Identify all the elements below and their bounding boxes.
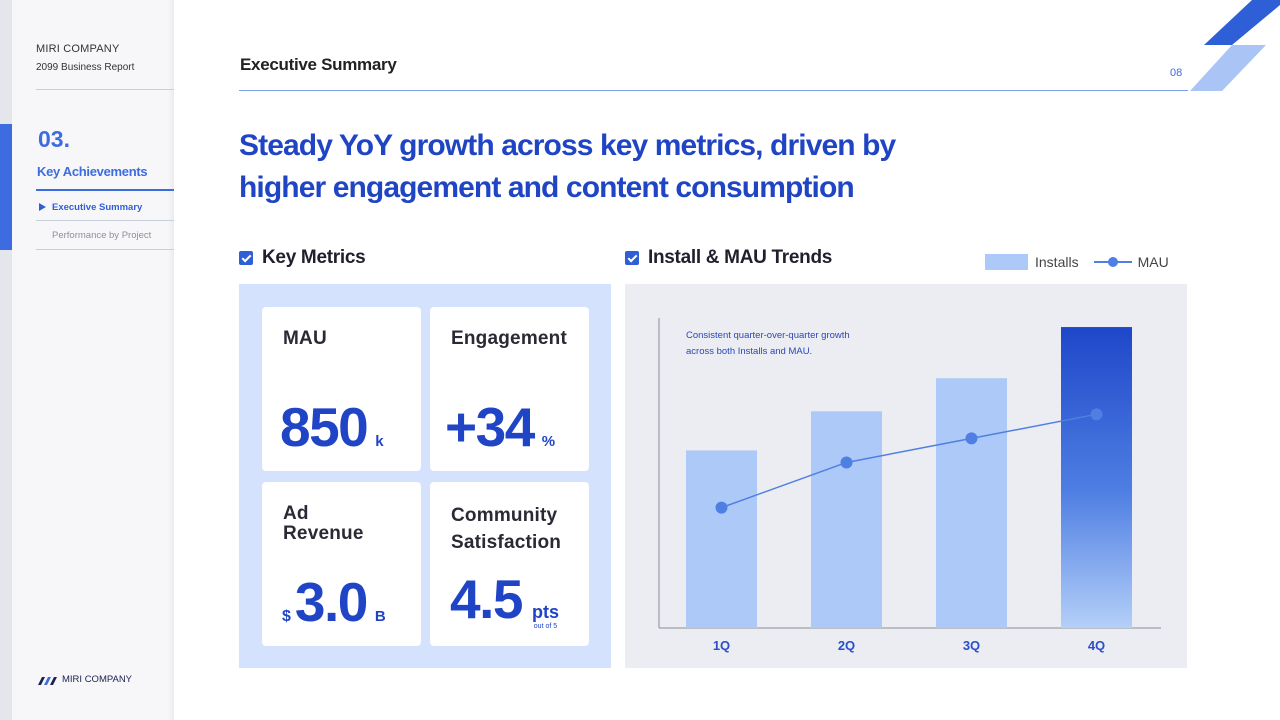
- metric-value: 3.0: [294, 571, 368, 633]
- nav-item-performance-by-project[interactable]: Performance by Project: [36, 221, 174, 249]
- metric-value: +34: [445, 396, 535, 458]
- metric-label: MAU: [283, 328, 327, 349]
- checkbox-icon: [625, 251, 639, 265]
- brand-name: MIRI COMPANY: [36, 43, 120, 55]
- section-number: 03.: [38, 126, 70, 152]
- headline: Steady YoY growth across key metrics, dr…: [239, 125, 999, 209]
- chart-annotation: across both Installs and MAU.: [686, 346, 812, 357]
- mau-point-3q: [965, 432, 978, 445]
- x-tick-label: 2Q: [838, 638, 855, 653]
- legend-swatch-mau: [1093, 257, 1132, 267]
- metric-value-row: +34 %: [445, 400, 555, 455]
- metric-label: Ad Revenue: [283, 503, 364, 544]
- legend-swatch-installs: [985, 254, 1028, 270]
- x-tick-label: 3Q: [963, 638, 980, 653]
- installs-bar-4q: [1061, 327, 1132, 628]
- installs-bar-2q: [811, 411, 882, 628]
- sidebar-edge: [0, 0, 12, 720]
- report-subtitle: 2099 Business Report: [36, 62, 135, 73]
- page-number: 08: [1170, 67, 1183, 79]
- checkbox-icon: [239, 251, 253, 265]
- metric-card-ad-revenue: Ad Revenue $ 3.0 B: [262, 482, 421, 646]
- mau-series-line: [721, 413, 1097, 509]
- legend-label-installs: Installs: [1035, 254, 1079, 270]
- mau-point-1q: [715, 501, 728, 514]
- sidebar-section-marker: [0, 124, 12, 250]
- metric-unit-sub: out of 5: [533, 623, 558, 630]
- play-icon: [39, 203, 46, 211]
- metric-label: Community Satisfaction: [451, 505, 562, 553]
- chart-panel: Consistent quarter-over-quarter growth a…: [625, 284, 1187, 668]
- metric-value-row: 850 k: [280, 400, 384, 455]
- metric-unit: k: [375, 433, 384, 450]
- metric-value-row: 4.5 pts out of 5: [450, 568, 559, 631]
- headline-line: higher engagement and content consumptio…: [239, 171, 855, 204]
- installs-bar-3q: [936, 378, 1007, 628]
- nav-item-executive-summary[interactable]: Executive Summary: [36, 193, 174, 221]
- metric-label: Engagement: [451, 328, 568, 349]
- mau-point-4q: [1090, 408, 1103, 421]
- metric-value-row: $ 3.0 B: [282, 575, 386, 630]
- chart-legend: Installs MAU: [985, 254, 1169, 270]
- key-metrics-heading: Key Metrics: [239, 247, 366, 269]
- logo-icon: [38, 676, 57, 685]
- chart-annotation: Consistent quarter-over-quarter growth: [686, 330, 850, 341]
- metric-unit: B: [374, 608, 386, 625]
- metric-card-community-satisfaction: Community Satisfaction 4.5 pts out of 5: [430, 482, 589, 646]
- metric-unit-group: pts out of 5: [532, 603, 559, 630]
- page-title: Executive Summary: [240, 55, 397, 74]
- metric-card-engagement: Engagement +34 %: [430, 307, 589, 471]
- divider: [36, 189, 174, 191]
- metric-unit: %: [541, 433, 556, 450]
- trends-label: Install & MAU Trends: [648, 247, 833, 268]
- trend-chart: Consistent quarter-over-quarter growth a…: [658, 318, 1161, 653]
- metric-value: 4.5: [450, 568, 523, 630]
- corner-decoration: [1190, 0, 1280, 91]
- header-divider: [239, 90, 1188, 91]
- divider: [36, 249, 174, 250]
- x-tick-label: 4Q: [1088, 638, 1105, 653]
- nav-item-label: Performance by Project: [52, 229, 152, 241]
- mau-point-2q: [840, 456, 853, 469]
- x-tick-label: 1Q: [713, 638, 730, 653]
- footer-brand: MIRI COMPANY: [62, 674, 133, 685]
- key-metrics-label: Key Metrics: [262, 247, 366, 268]
- divider: [36, 220, 174, 221]
- metric-card-mau: MAU 850 k: [262, 307, 421, 471]
- metric-prefix: $: [282, 608, 291, 625]
- nav-item-label: Executive Summary: [52, 201, 143, 213]
- divider: [36, 89, 174, 90]
- footer-logo: MIRI COMPANY: [38, 674, 132, 685]
- headline-line: Steady YoY growth across key metrics, dr…: [239, 129, 896, 162]
- sidebar: MIRI COMPANY 2099 Business Report 03. Ke…: [0, 0, 174, 720]
- trends-heading: Install & MAU Trends: [625, 247, 832, 269]
- metric-value: 850: [280, 396, 369, 458]
- metrics-panel: MAU 850 k Engagement +34 % Ad Revenue $ …: [239, 284, 611, 668]
- metric-unit: pts: [531, 602, 559, 622]
- legend-label-mau: MAU: [1137, 254, 1169, 270]
- installs-bar-1q: [686, 450, 757, 628]
- section-title[interactable]: Key Achievements: [37, 164, 148, 179]
